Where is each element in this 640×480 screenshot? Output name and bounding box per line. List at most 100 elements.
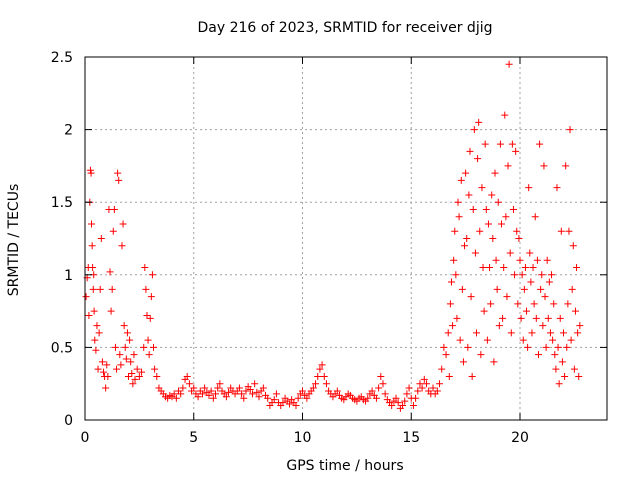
data-point	[185, 380, 193, 388]
data-point	[462, 169, 470, 177]
data-point	[214, 384, 222, 392]
data-point	[444, 329, 452, 337]
data-point	[97, 235, 105, 242]
data-point	[179, 384, 187, 392]
x-axis-label: GPS time / hours	[286, 458, 403, 474]
data-point	[129, 380, 137, 388]
data-point	[543, 256, 551, 264]
data-point	[503, 293, 511, 301]
data-point	[312, 380, 320, 388]
y-tick-label: 2.5	[51, 50, 73, 66]
data-point	[470, 126, 478, 134]
data-point	[126, 336, 134, 344]
data-point	[253, 388, 261, 396]
data-point	[104, 372, 112, 380]
data-point	[445, 372, 453, 380]
x-tick-label: 10	[294, 430, 312, 446]
data-point	[446, 300, 454, 308]
data-point	[314, 372, 322, 380]
data-point	[529, 264, 537, 272]
y-tick-label: 0	[64, 413, 73, 429]
data-point	[259, 384, 267, 392]
data-point	[499, 314, 507, 322]
data-point	[93, 322, 101, 330]
data-point	[106, 268, 114, 276]
data-point	[436, 380, 444, 388]
data-point	[412, 394, 420, 402]
data-point	[554, 343, 562, 351]
data-point	[399, 401, 407, 409]
data-point	[172, 394, 180, 402]
data-point	[531, 213, 539, 221]
data-point	[490, 358, 498, 366]
data-point	[506, 249, 514, 257]
data-point	[103, 361, 111, 369]
data-point	[552, 365, 560, 373]
data-point	[459, 358, 467, 366]
data-point	[120, 322, 128, 330]
data-point	[205, 391, 213, 399]
data-point	[109, 227, 117, 235]
data-point	[418, 384, 426, 392]
data-point	[536, 140, 544, 148]
data-point	[146, 314, 154, 322]
data-point	[518, 271, 526, 279]
data-point	[135, 372, 143, 380]
data-point	[479, 264, 487, 272]
data-point	[478, 184, 486, 192]
data-point	[414, 387, 422, 395]
data-point	[111, 343, 119, 351]
data-point	[451, 227, 459, 235]
data-point	[279, 399, 287, 407]
data-point	[539, 322, 547, 330]
data-point	[452, 271, 460, 279]
data-point	[483, 336, 491, 344]
data-point	[493, 285, 501, 293]
data-point	[556, 314, 564, 322]
data-point	[568, 285, 576, 293]
data-point	[517, 314, 525, 322]
data-point	[420, 375, 428, 383]
x-tick-label: 15	[402, 430, 420, 446]
data-point	[88, 242, 96, 250]
data-point	[148, 271, 156, 279]
data-point	[557, 227, 565, 235]
data-point	[542, 343, 550, 351]
data-point	[368, 387, 376, 395]
data-point	[453, 314, 461, 322]
data-point	[482, 205, 490, 213]
data-point	[504, 162, 512, 170]
data-point	[147, 293, 155, 301]
data-points	[82, 60, 584, 412]
data-point	[429, 384, 437, 392]
data-point	[216, 380, 224, 388]
data-point	[96, 285, 104, 293]
data-point	[142, 285, 150, 293]
data-point	[455, 213, 463, 221]
data-point	[512, 147, 520, 155]
data-point	[532, 314, 540, 322]
data-point	[240, 394, 248, 402]
data-point	[468, 372, 476, 380]
data-point	[375, 384, 383, 392]
chart-title: Day 216 of 2023, SRMTID for receiver dji…	[198, 20, 493, 36]
data-point	[533, 256, 541, 264]
data-point	[486, 264, 494, 272]
data-point	[487, 300, 495, 308]
data-point	[520, 285, 528, 293]
data-point	[494, 198, 502, 206]
data-point	[573, 264, 581, 272]
data-point	[566, 126, 574, 134]
data-point	[500, 264, 508, 272]
data-point	[138, 368, 146, 376]
data-point	[516, 256, 524, 264]
data-point	[209, 394, 217, 402]
data-point	[561, 372, 569, 380]
data-point	[473, 329, 480, 337]
data-point	[86, 166, 94, 174]
data-point	[87, 169, 95, 177]
data-point	[541, 293, 549, 301]
data-point	[438, 365, 446, 373]
data-point	[246, 386, 254, 394]
data-point	[238, 390, 246, 398]
